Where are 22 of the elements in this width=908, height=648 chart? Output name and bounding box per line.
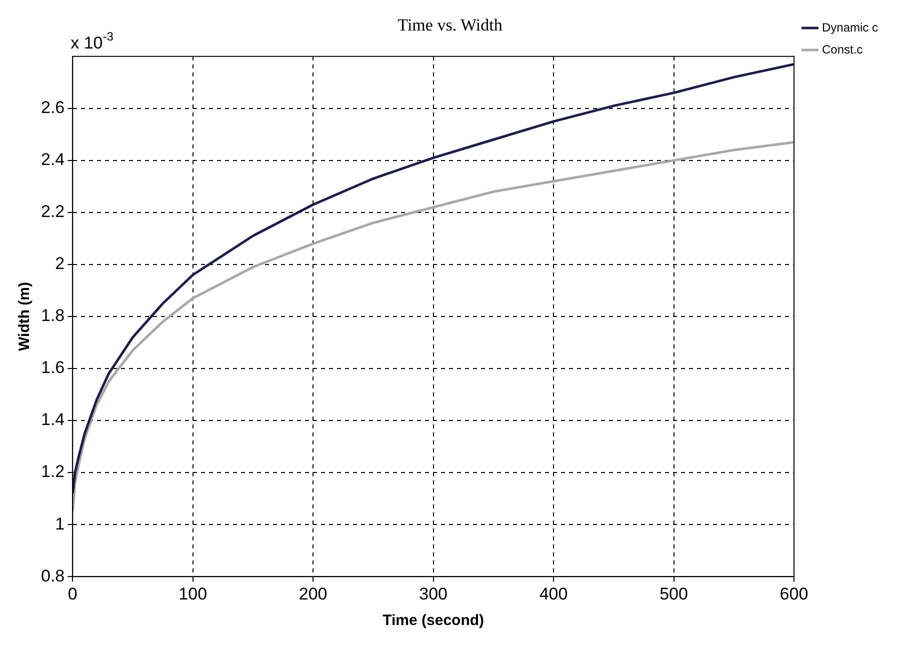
y-tick-label: 1.8 — [40, 306, 65, 326]
legend-label: Dynamic c — [822, 20, 878, 34]
x-tick-label: 300 — [419, 584, 448, 604]
y-tick-label: 1.2 — [40, 462, 65, 482]
y-tick-label: 1.6 — [40, 358, 65, 378]
y-tick-label: 1.4 — [40, 410, 65, 430]
x-tick-label: 500 — [660, 584, 688, 604]
y-tick-label: 2.4 — [40, 150, 65, 170]
x-tick-label: 200 — [298, 584, 328, 604]
chart-title: Time vs. Width — [398, 16, 503, 35]
y-tick-label: 1 — [55, 514, 65, 534]
y-tick-label: 2.2 — [40, 202, 65, 222]
y-tick-label: 2.6 — [40, 98, 65, 118]
x-tick-label: 400 — [539, 584, 568, 604]
y-tick-label: 2 — [55, 254, 65, 274]
x-tick-label: 600 — [780, 584, 808, 604]
y-axis-title: Width (m) — [16, 282, 34, 352]
x-axis-title: Time (second) — [382, 612, 484, 630]
x-tick-label: 0 — [68, 584, 78, 604]
x-tick-label: 100 — [178, 584, 208, 604]
legend-label: Const.c — [822, 42, 863, 56]
y-tick-label: 0.8 — [40, 566, 65, 586]
